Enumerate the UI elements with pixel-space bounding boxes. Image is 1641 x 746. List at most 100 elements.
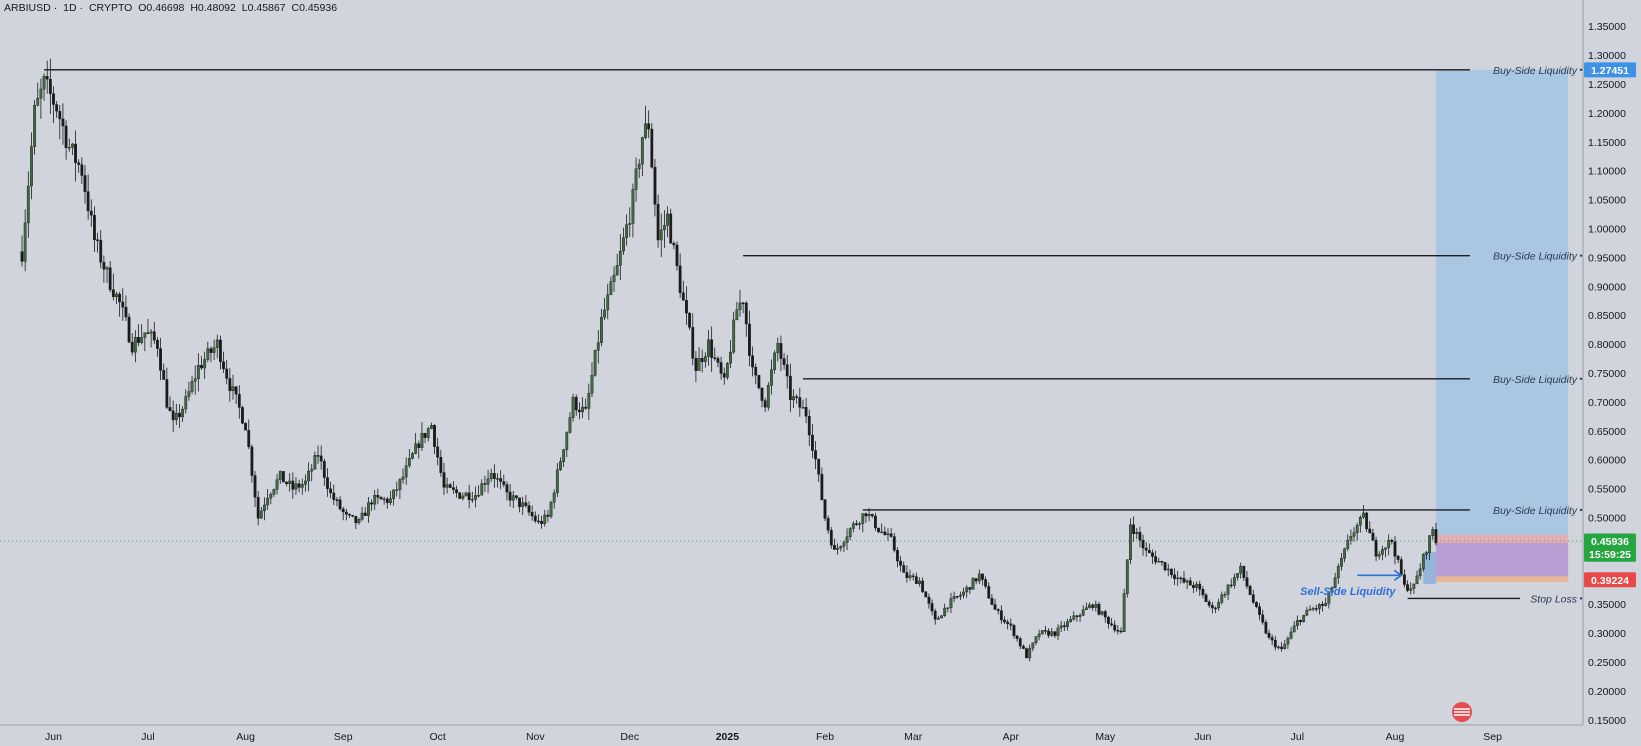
candle: [499, 470, 503, 490]
candle: [127, 313, 131, 344]
candle-body: [568, 417, 572, 433]
candle: [1072, 611, 1076, 621]
candle: [48, 58, 52, 114]
candle-body: [291, 480, 295, 490]
candle-body: [363, 512, 367, 516]
symbol-name[interactable]: ARBIUSD: [4, 2, 51, 14]
candle-body: [1277, 646, 1280, 649]
candle: [829, 527, 833, 549]
candle-body: [618, 250, 622, 266]
price-tick: 0.55000: [1588, 484, 1626, 496]
candle-body: [1358, 517, 1362, 526]
candle: [688, 312, 691, 331]
candle-body: [955, 596, 959, 598]
candle-body: [864, 513, 868, 517]
candle-body: [1034, 636, 1038, 643]
ohlc-high: H0.48092: [190, 2, 236, 14]
interval-label[interactable]: 1D: [63, 2, 77, 14]
candle-body: [341, 508, 345, 513]
candle-body: [899, 560, 902, 566]
candle: [411, 451, 414, 460]
candle-body: [452, 487, 455, 490]
price-tick: 0.60000: [1588, 455, 1626, 467]
candle: [537, 514, 540, 524]
candle-body: [1283, 643, 1287, 649]
candle-body: [489, 473, 493, 479]
candle: [1132, 516, 1136, 542]
candle-body: [52, 93, 55, 105]
target-zone[interactable]: [1435, 69, 1569, 535]
symbol-header[interactable]: ARBIUSD · 1D · CRYPTO O0.46698 H0.48092 L0…: [4, 2, 338, 14]
candle-body: [203, 359, 207, 369]
candle-body: [1396, 556, 1400, 560]
candle-body: [640, 137, 644, 165]
candle-body: [140, 337, 144, 343]
candle-body: [1236, 573, 1239, 578]
candle-body: [653, 166, 657, 205]
ohlc-low: L0.45867: [241, 2, 286, 14]
position-zones[interactable]: [0, 69, 1583, 584]
candle: [735, 301, 739, 321]
candle-body: [546, 514, 550, 517]
candle-body: [404, 465, 408, 478]
candle-body: [1295, 620, 1299, 626]
candle: [367, 497, 370, 523]
liquidity-levels[interactable]: Buy-Side Liquidity Buy-Side Liquidity Buy-…: [44, 65, 1583, 606]
candle: [26, 171, 30, 238]
liquidity-dot: [1579, 254, 1583, 257]
candle: [241, 405, 244, 425]
candle-body: [823, 499, 827, 519]
candle: [404, 457, 408, 485]
candle: [782, 352, 786, 370]
entry-zone[interactable]: [1435, 542, 1569, 577]
flag-icon[interactable]: [1452, 702, 1472, 722]
candle: [1059, 620, 1063, 633]
candle-body: [751, 355, 754, 368]
candle: [291, 472, 295, 499]
entry-box[interactable]: [1423, 552, 1436, 584]
candle-body: [1031, 642, 1035, 649]
candle-body: [757, 374, 761, 389]
candle: [67, 138, 71, 152]
candle: [1336, 563, 1340, 584]
candle-body: [760, 387, 764, 401]
candle: [527, 501, 531, 516]
candle: [795, 394, 799, 404]
candle-body: [571, 396, 575, 418]
candle: [634, 157, 638, 202]
candle: [974, 578, 978, 585]
candle: [143, 332, 147, 352]
stop-zone[interactable]: [1435, 576, 1569, 582]
candle-body: [1431, 529, 1435, 536]
candle-body: [80, 164, 84, 176]
candle-body: [436, 446, 440, 458]
time-axis[interactable]: Jun Jul Aug Sep Oct Nov Dec 2025 Feb Mar Apr May Jun…: [0, 724, 1583, 743]
candle: [792, 389, 795, 409]
candle: [1251, 589, 1255, 605]
annotations[interactable]: Sell-Side Liquidity: [1300, 569, 1403, 598]
candle: [467, 484, 471, 509]
candle-body: [181, 408, 185, 418]
candle: [288, 473, 292, 492]
candle: [552, 489, 556, 509]
candle: [1188, 577, 1192, 586]
price-tick: 1.20000: [1588, 108, 1626, 120]
candle: [804, 397, 808, 424]
candle: [1107, 615, 1110, 629]
candle-body: [401, 476, 405, 480]
candle-body: [1195, 583, 1198, 588]
candle: [949, 592, 953, 613]
candle: [952, 591, 956, 603]
candle: [237, 385, 241, 419]
candle-body: [858, 523, 862, 525]
candle: [1236, 573, 1239, 581]
candle-body: [1406, 584, 1409, 591]
candle-body: [1069, 619, 1073, 622]
candle-body: [971, 578, 975, 590]
candle: [222, 351, 225, 373]
candle: [332, 484, 336, 506]
price-axis[interactable]: 1.35000 1.30000 1.25000 1.20000 1.15000 1.100…: [1582, 0, 1626, 727]
candle-body: [486, 478, 490, 485]
candle: [817, 458, 821, 482]
